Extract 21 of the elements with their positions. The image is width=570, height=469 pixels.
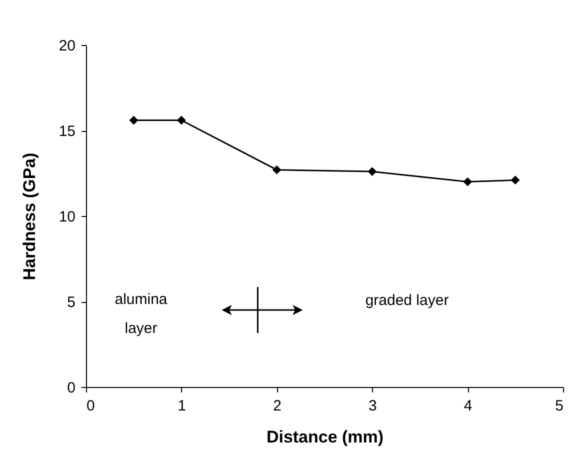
x-tick-label: 3 [368, 398, 377, 414]
y-axis-title: Hardness (GPa) [20, 152, 39, 280]
annotation: graded layer [365, 292, 449, 309]
x-tick-label: 2 [273, 398, 282, 414]
y-tick-label: 5 [67, 294, 76, 311]
point [368, 167, 377, 176]
x-tick-label: 0 [86, 398, 95, 414]
x-tick-label: 4 [464, 398, 472, 414]
x-tick-label: 1 [178, 398, 186, 414]
x-axis-title: Distance (mm) [266, 428, 384, 446]
point [510, 176, 520, 185]
annotation: alumina layer [114, 291, 168, 337]
y-tick-label: 0 [67, 380, 76, 396]
point [176, 116, 186, 125]
y-tick-label: 20 [58, 38, 76, 54]
y-tick-label: 10 [58, 208, 76, 226]
y-tick-label: 15 [58, 123, 76, 140]
x-tick-label: 5 [555, 398, 564, 414]
point [463, 177, 472, 186]
point [129, 116, 138, 125]
point [272, 165, 282, 174]
